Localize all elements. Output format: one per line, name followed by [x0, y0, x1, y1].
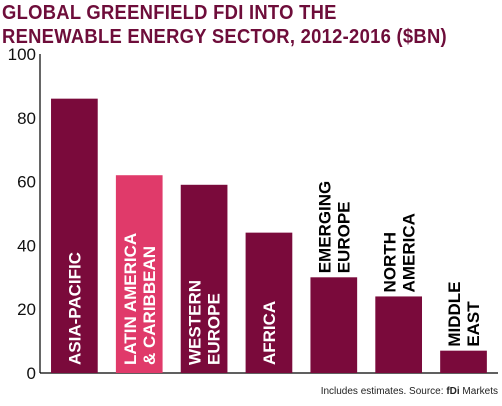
y-tick-label: 0 — [27, 364, 36, 383]
category-label: MIDDLE — [445, 281, 464, 346]
category-label: EAST — [464, 301, 483, 347]
category-label: AMERICA — [399, 213, 418, 292]
bar — [440, 350, 487, 373]
category-label-group: EMERGING EUROPE — [315, 181, 353, 274]
bar — [51, 98, 98, 373]
source-prefix: Includes estimates. Source: — [320, 386, 447, 397]
category-label: & CARIBBEAN — [140, 246, 159, 365]
y-tick-label: 20 — [17, 300, 36, 319]
category-label: ASIA-PACIFIC — [65, 252, 84, 365]
y-tick-label: 100 — [8, 45, 36, 64]
source-suffix: Markets — [459, 386, 498, 397]
category-label-group: WESTERN EUROPE — [186, 280, 224, 365]
category-label: WESTERN — [186, 280, 205, 365]
category-label-group: ASIA-PACIFIC — [65, 252, 84, 365]
category-label: EMERGING — [315, 181, 334, 274]
category-label-group: NORTH AMERICA — [380, 213, 418, 292]
bar — [375, 296, 423, 373]
category-label: EUROPE — [205, 293, 224, 365]
y-tick-label: 40 — [17, 236, 36, 255]
category-label: AFRICA — [260, 301, 279, 365]
bar — [245, 232, 293, 373]
bar — [115, 175, 163, 373]
y-tick-label: 80 — [17, 109, 36, 128]
category-label: LATIN AMERICA — [121, 233, 140, 365]
category-label: EUROPE — [334, 202, 353, 274]
category-label-group: AFRICA — [260, 301, 279, 365]
category-label: NORTH — [380, 232, 399, 292]
source-note: Includes estimates. Source: fDi Markets — [321, 386, 498, 397]
category-label-group: LATIN AMERICA & CARIBBEAN — [121, 233, 159, 365]
source-brand: fDi — [446, 386, 460, 397]
y-tick-label: 60 — [17, 173, 36, 192]
category-label-group: MIDDLE EAST — [445, 281, 483, 346]
bar — [310, 277, 358, 373]
chart-title: GLOBAL GREENFIELD FDI INTO THE RENEWABLE… — [2, 2, 447, 48]
bar — [180, 184, 228, 373]
